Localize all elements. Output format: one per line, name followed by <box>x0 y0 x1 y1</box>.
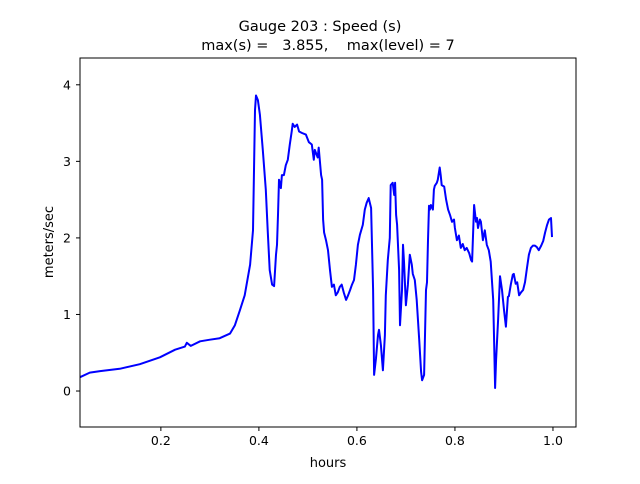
y-axis-ticks: 0 1 2 3 4 <box>63 77 80 399</box>
x-axis-label: hours <box>310 456 347 471</box>
y-tick-label: 2 <box>63 230 71 245</box>
y-tick-label: 1 <box>63 307 71 322</box>
chart-title-line2: max(s) = 3.855, max(level) = 7 <box>201 38 455 54</box>
x-tick-label: 1.0 <box>543 433 563 448</box>
y-tick-label: 3 <box>63 154 71 169</box>
axes-frame <box>79 57 577 428</box>
x-axis-ticks: 0.2 0.4 0.6 0.8 1.0 <box>151 427 563 448</box>
series-line-group <box>79 94 553 389</box>
y-tick-label: 0 <box>63 384 71 399</box>
x-tick-label: 0.8 <box>445 433 465 448</box>
series-line-speed <box>79 94 553 389</box>
chart-title-line1: Gauge 203 : Speed (s) <box>239 19 402 35</box>
x-tick-label: 0.2 <box>151 433 171 448</box>
y-axis-label: meters/sec <box>42 206 57 278</box>
x-tick-label: 0.6 <box>347 433 367 448</box>
y-tick-label: 4 <box>63 77 71 92</box>
x-tick-label: 0.4 <box>249 433 269 448</box>
